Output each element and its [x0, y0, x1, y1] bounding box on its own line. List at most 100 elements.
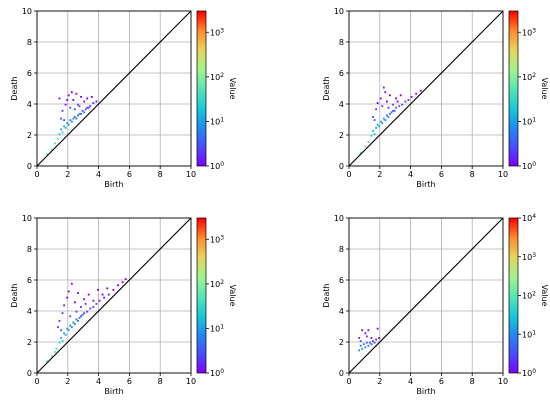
- diagonal-line: [348, 217, 504, 374]
- panel-top-left: 0 2 4 6 8 100246810BirthDeath100101102103Valu…: [10, 7, 237, 189]
- y-tick-label: 2: [27, 338, 32, 347]
- heatmap-cell: [66, 99, 69, 101]
- x-tick-label: 10: [186, 377, 196, 386]
- heatmap-cell: [86, 97, 89, 100]
- heatmap-cell: [83, 100, 86, 103]
- heatmap-cell: [358, 349, 361, 352]
- heatmap-cell: [415, 92, 418, 95]
- heatmap-cell: [60, 329, 62, 332]
- x-tick-label: 2: [65, 377, 70, 386]
- x-tick-label: 2: [65, 170, 70, 179]
- heatmap-cell: [72, 99, 75, 101]
- heatmap-cell: [361, 329, 364, 332]
- heatmap-cell: [75, 310, 78, 313]
- heatmap-cell: [367, 344, 370, 347]
- colorbar-tick-label: 100: [210, 368, 224, 378]
- y-tick-label: 4: [27, 100, 32, 109]
- diagonal-line: [36, 10, 192, 167]
- heatmap-cell: [63, 119, 66, 122]
- heatmap-cell: [370, 337, 373, 339]
- x-tick-label: 0: [346, 170, 351, 179]
- heatmap-cell: [86, 310, 89, 313]
- heatmap-cell: [80, 112, 82, 115]
- heatmap-cell: [419, 89, 422, 92]
- heatmap-cell: [92, 102, 95, 104]
- heatmap-cell: [97, 288, 99, 291]
- y-axis-label: Death: [322, 76, 331, 100]
- heatmap-cell: [103, 296, 106, 299]
- heatmap-cell: [101, 293, 104, 296]
- heatmap-cell: [61, 131, 64, 134]
- y-tick-label: 10: [22, 7, 32, 16]
- heatmap-cell: [75, 318, 78, 321]
- heatmap-cell: [64, 126, 67, 129]
- heatmap-cell: [395, 97, 398, 100]
- heatmap-cell: [382, 117, 385, 120]
- y-tick-label: 6: [339, 276, 344, 285]
- y-tick-label: 4: [339, 307, 344, 316]
- colorbar-tick-label: 100: [522, 368, 536, 378]
- heatmap-cell: [70, 282, 73, 285]
- heatmap-cell: [98, 299, 101, 302]
- heatmap-cell: [364, 346, 367, 349]
- heatmap-cell: [384, 91, 387, 94]
- heatmap-cell: [63, 332, 66, 335]
- heatmap-cell: [69, 119, 72, 122]
- heatmap-cell: [77, 103, 79, 106]
- heatmap-cell: [55, 347, 58, 350]
- heatmap-cell: [50, 355, 53, 358]
- colorbar-tick-label: 102: [210, 72, 224, 82]
- x-tick-label: 2: [377, 377, 382, 386]
- heatmap-cell: [387, 106, 390, 109]
- heatmap-cell: [78, 105, 81, 108]
- heatmap-cell: [77, 319, 79, 322]
- heatmap-cell: [63, 125, 66, 128]
- heatmap-cell: [46, 360, 49, 363]
- heatmap-cell: [61, 340, 64, 342]
- heatmap-cell: [384, 119, 387, 122]
- heatmap-cell: [364, 145, 367, 148]
- colorbar-tick-label: 100: [210, 161, 224, 171]
- heatmap-cell: [83, 111, 86, 114]
- heatmap-cell: [64, 103, 67, 106]
- colorbar: [196, 10, 207, 167]
- y-tick-label: 2: [339, 131, 344, 140]
- heatmap-cell: [83, 298, 86, 301]
- heatmap-cell: [67, 123, 70, 126]
- x-tick-label: 6: [127, 377, 132, 386]
- y-tick-label: 0: [27, 162, 32, 171]
- heatmap-cell: [58, 97, 61, 100]
- x-tick-label: 4: [408, 170, 413, 179]
- heatmap-cell: [78, 316, 81, 319]
- heatmap-cell: [60, 128, 62, 131]
- y-tick-label: 0: [339, 369, 344, 378]
- x-axis-label: Birth: [104, 387, 123, 396]
- x-axis-label: Birth: [104, 180, 123, 189]
- heatmap-cell: [389, 94, 391, 97]
- heatmap-cell: [370, 343, 373, 346]
- y-tick-label: 8: [339, 38, 344, 47]
- x-axis-label: Birth: [416, 180, 435, 189]
- heatmap-cell: [381, 105, 384, 108]
- heatmap-cell: [375, 126, 378, 129]
- heatmap-cell: [375, 108, 378, 111]
- heatmap-cell: [381, 122, 384, 125]
- heatmap-cell: [67, 94, 70, 97]
- y-tick-label: 10: [334, 7, 344, 16]
- y-tick-label: 10: [22, 214, 32, 223]
- heatmap-cell: [410, 95, 413, 98]
- heatmap-cell: [73, 116, 76, 118]
- y-tick-label: 8: [27, 38, 32, 47]
- heatmap-cell: [390, 111, 393, 114]
- colorbar-tick-label: 101: [210, 323, 224, 333]
- heatmap-cell: [84, 302, 87, 305]
- x-tick-label: 6: [439, 170, 444, 179]
- heatmap-cell: [121, 281, 124, 284]
- heatmap-cell: [399, 94, 402, 97]
- heatmap-cell: [378, 337, 381, 339]
- colorbar: [508, 10, 519, 167]
- heatmap-cell: [407, 99, 410, 101]
- heatmap-cell: [58, 341, 61, 344]
- y-tick-label: 8: [339, 245, 344, 254]
